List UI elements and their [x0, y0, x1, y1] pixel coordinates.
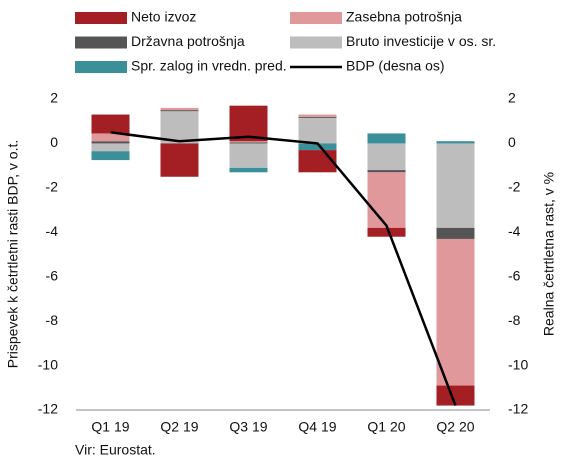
bar-segment [298, 143, 337, 151]
bar-segment [160, 143, 199, 177]
legend-label: Zasebna potrošnja [346, 9, 462, 25]
bar-segment [436, 141, 475, 144]
bar-segment [298, 117, 337, 144]
bar-segment [229, 105, 268, 142]
bar-segment [436, 227, 475, 239]
source: Vir: Eurostat. [75, 442, 156, 458]
y2-axis-label: Realna četrtletna rast, v % [541, 172, 557, 336]
legend-label: Neto izvoz [131, 9, 196, 25]
x-tick-label: Q1 20 [367, 419, 405, 435]
bar-segment [160, 110, 199, 112]
bar-segment [436, 238, 475, 386]
legend-label: BDP (desna os) [346, 58, 445, 74]
bar-segment [436, 385, 475, 406]
legend-swatch [75, 36, 127, 49]
x-tick-label: Q4 19 [298, 419, 336, 435]
y2-tick-label: 2 [508, 90, 516, 106]
bar-segment [91, 133, 130, 142]
legend-label: Bruto investicije v os. sr. [346, 33, 496, 49]
bar-segment [367, 133, 406, 144]
bar-segment [91, 151, 130, 161]
x-tick-label: Q2 20 [436, 419, 474, 435]
legend-label: Spr. zalog in vredn. pred. [131, 58, 287, 74]
bar-segment [229, 142, 268, 144]
y2-tick-label: -6 [508, 267, 521, 283]
y2-tick-label: -8 [508, 312, 521, 328]
bar-segment [91, 141, 130, 144]
bar-segment [91, 143, 130, 152]
y2-tick-label: -10 [508, 356, 528, 372]
legend-swatch [75, 61, 127, 73]
bar-segment [367, 170, 406, 173]
x-tick-label: Q3 19 [229, 419, 267, 435]
y2-tick-label: -2 [508, 179, 521, 195]
bar-segment [229, 143, 268, 168]
line-series [110, 131, 457, 407]
y2-tick-label: 0 [508, 134, 516, 150]
y-axis-label: Prispevek k četrtletni rasti BDP, v o.t. [5, 140, 21, 369]
legend-label: Državna potrošnja [131, 33, 245, 49]
bar-segment [298, 114, 337, 117]
y-tick-label: -2 [46, 179, 59, 195]
y-tick-label: -12 [38, 401, 58, 417]
bar-segment [160, 107, 199, 111]
bar-segment [160, 111, 199, 144]
y2-tick-label: -4 [508, 223, 521, 239]
y-tick-label: -6 [46, 267, 59, 283]
y-tick-label: -10 [38, 356, 58, 372]
y-tick-label: -4 [46, 223, 59, 239]
bar-segment [436, 143, 475, 228]
bar-segment [367, 172, 406, 228]
bar-segment [229, 167, 268, 173]
y-tick-label: 2 [50, 90, 58, 106]
y-tick-label: 0 [50, 134, 58, 150]
bar-segment [298, 116, 337, 118]
legend-swatch [290, 12, 342, 24]
bar-segment [367, 143, 406, 171]
y-tick-label: -8 [46, 312, 59, 328]
bar-segment [91, 114, 130, 134]
bar-segment [229, 141, 268, 143]
bar-segment [367, 227, 406, 237]
legend-swatch [75, 12, 127, 24]
y2-tick-label: -12 [508, 401, 528, 417]
legend-swatch [290, 36, 342, 49]
x-tick-label: Q2 19 [160, 419, 198, 435]
x-tick-label: Q1 19 [91, 419, 129, 435]
